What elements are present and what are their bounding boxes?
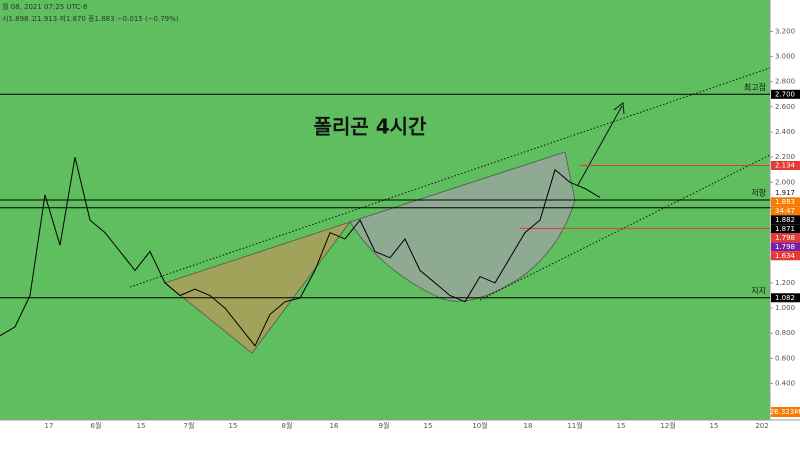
price-tag-label: 2.700 — [775, 90, 795, 98]
x-tick-label: 17 — [45, 422, 54, 430]
x-tick-label: 7월 — [184, 421, 195, 430]
price-tag — [771, 224, 800, 234]
y-tick-label: 1.200 — [775, 279, 795, 287]
y-tick-label: 0.600 — [775, 354, 795, 362]
y-tick-label: 3.000 — [775, 53, 795, 61]
x-tick-label: 15 — [229, 422, 238, 430]
volume-tag: 26.323M — [770, 408, 800, 416]
y-tick-label: 2.600 — [775, 103, 795, 111]
price-tag-label: 1.882 — [775, 216, 795, 224]
x-tick-label: 12월 — [660, 421, 675, 430]
arrow-head — [613, 102, 625, 115]
price-tag — [771, 206, 800, 216]
x-tick-label: 15 — [710, 422, 719, 430]
y-tick-label: 0.800 — [775, 329, 795, 337]
price-tag-label: 1.883 — [775, 198, 795, 206]
trend-line — [129, 67, 771, 288]
y-tick-label: 2.200 — [775, 153, 795, 161]
y-tick-label: 3.200 — [775, 27, 795, 35]
price-tag-label: 1.917 — [775, 189, 795, 197]
x-tick-label: 11월 — [567, 421, 582, 430]
y-tick-label: 0.400 — [775, 380, 795, 388]
x-tick-label: 18 — [524, 422, 533, 430]
header: 월 08, 2021 07:25 UTC-8 — [2, 2, 87, 11]
cup-pattern — [349, 151, 576, 302]
y-tick-label: 2.400 — [775, 128, 795, 136]
price-tag — [771, 188, 800, 198]
price-line — [0, 157, 601, 347]
y-tick-label: 1.000 — [775, 304, 795, 312]
price-tag — [771, 242, 800, 252]
price-tag-label: 1.082 — [775, 294, 795, 302]
y-tick-label: 2.000 — [775, 178, 795, 186]
price-tag-label: 34:47 — [775, 207, 795, 215]
price-tag — [771, 233, 800, 243]
price-tag — [771, 89, 800, 99]
trend-line — [479, 154, 771, 301]
x-tick-label: 16 — [330, 422, 339, 430]
triangle-pattern — [164, 221, 352, 354]
price-tag — [771, 293, 800, 303]
x-tick-label: 15 — [617, 422, 626, 430]
x-tick-label: 15 — [137, 422, 146, 430]
x-tick-label: 10월 — [472, 421, 487, 430]
level-label: 지지 — [751, 286, 766, 295]
x-tick-label: 15 — [424, 422, 433, 430]
price-tag — [771, 197, 800, 207]
y-tick-label: 2.800 — [775, 78, 795, 86]
x-tick-label: 8월 — [282, 421, 293, 430]
plot-area — [0, 0, 770, 420]
price-tag-label: 1.634 — [775, 252, 796, 260]
volume-tag-bg — [771, 407, 800, 417]
price-tag-label: 1.798 — [775, 234, 795, 242]
price-tag — [771, 251, 800, 261]
price-tag-label: 2.134 — [775, 161, 796, 169]
arrow — [577, 105, 623, 186]
ohlc: 시1.898 고1.913 저1.870 종1.883 −0.015 (−0.7… — [2, 14, 179, 23]
chart-title: 폴리곤 4시간 — [314, 115, 427, 139]
price-tag — [771, 160, 800, 170]
price-tag-label: 1.871 — [775, 225, 795, 233]
price-tag-label: 1.798 — [775, 243, 795, 251]
price-tag — [771, 215, 800, 225]
x-tick-label: 9월 — [379, 421, 390, 430]
x-tick-label: 202 — [755, 422, 768, 430]
level-label: 최고점 — [744, 82, 766, 92]
x-tick-label: 6월 — [91, 421, 102, 430]
level-label: 저항 — [751, 188, 766, 197]
